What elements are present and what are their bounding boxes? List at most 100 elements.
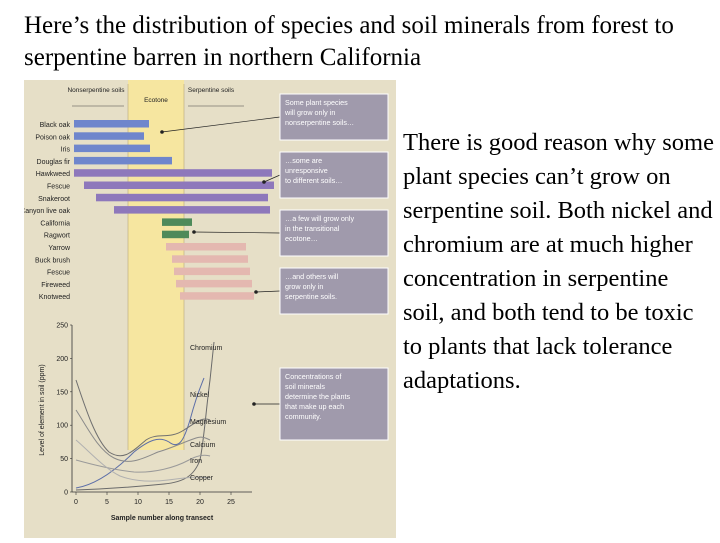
x-tick-label: 20 (196, 499, 204, 506)
callout-pointer-dot (192, 230, 196, 234)
zone-label-serpentine: Serpentine soils (188, 87, 235, 94)
species-bar (84, 181, 274, 189)
species-label: Hawkweed (36, 171, 70, 178)
mineral-label-calcium: Calcium (190, 442, 215, 449)
callout-text-line: ecotone… (285, 234, 318, 243)
callout-text: …a few will grow only in the transitional… (285, 214, 355, 243)
x-axis-label: Sample number along transect (111, 515, 214, 522)
callout-text-line: …some are (285, 156, 322, 165)
species-label: California (40, 220, 70, 227)
callout-box (279, 151, 389, 199)
y-tick-label: 150 (56, 389, 68, 396)
ecotone-band (128, 80, 184, 450)
species-label: Fescue (47, 270, 70, 277)
chromium-curve (75, 341, 215, 491)
species-bar (74, 169, 272, 177)
y-axis-label: Level of element in soil (ppm) (39, 364, 46, 455)
callout-box (279, 267, 389, 315)
species-bar (74, 144, 150, 153)
species-bars (74, 120, 274, 300)
callout-pointer (193, 231, 281, 234)
species-distribution-figure: Nonserpentine soils Ecotone Serpentine s… (20, 80, 396, 538)
species-bar (166, 243, 246, 251)
callout-text-line: community. (285, 412, 321, 421)
species-bar (74, 120, 149, 128)
callout-text: Concentrations of soil minerals determine … (285, 372, 351, 421)
x-tick-label: 5 (105, 499, 109, 506)
copper-curve (75, 439, 211, 482)
species-bar (74, 156, 172, 165)
callout-pointer-dot (252, 402, 256, 406)
species-bar (174, 267, 250, 276)
species-labels: Black oak Poison oak Iris Douglas fir Hawkwe… (20, 122, 71, 301)
nickel-curve (75, 377, 205, 489)
callout-pointer-dot (254, 290, 258, 294)
x-tick-label: 10 (134, 499, 142, 506)
species-bar (114, 206, 270, 214)
species-bar (172, 255, 248, 263)
species-label: Fescue (47, 184, 70, 191)
species-bar (162, 230, 189, 239)
callout-pointer (255, 290, 281, 293)
mineral-label-chromium: Chromium (190, 345, 222, 352)
x-tick-label: 0 (74, 499, 78, 506)
species-label: Buck brush (35, 257, 70, 264)
species-label: Black oak (40, 122, 71, 129)
callout-text-line: will grow only in (284, 108, 335, 117)
species-bar (180, 292, 254, 300)
zone-label-nonserpentine: Nonserpentine soils (67, 87, 125, 94)
y-tick-label: 200 (56, 356, 68, 363)
callout-text-line: to different soils… (285, 176, 342, 185)
species-label: Ragwort (44, 233, 70, 240)
species-label: Canyon live oak (24, 208, 70, 215)
callout-text-line: that make up each (285, 402, 344, 411)
species-label: Snakeroot (38, 196, 70, 203)
callout-box (279, 93, 389, 141)
species-label: Iris (61, 147, 71, 154)
callout-text-line: nonserpentine soils… (285, 118, 354, 127)
magnesium-curve (75, 379, 211, 457)
calcium-curve (75, 409, 211, 462)
y-tick-label: 100 (56, 423, 68, 430)
mineral-label-nickel: Nickel (190, 392, 210, 399)
callout-text-line: …a few will grow only (285, 214, 355, 223)
mineral-label-iron: Iron (190, 458, 202, 465)
figure-svg: Nonserpentine soils Ecotone Serpentine s… (20, 80, 396, 538)
zone-label-ecotone: Ecotone (144, 97, 168, 104)
callout-text-line: serpentine soils. (285, 292, 337, 301)
species-label: Douglas fir (37, 159, 71, 166)
callout-text-line: grow only in (285, 282, 323, 291)
x-tick-label: 25 (227, 499, 235, 506)
y-tick-label: 50 (60, 456, 68, 463)
callout-text-line: unresponsive (285, 166, 328, 175)
iron-curve (75, 454, 211, 473)
callout-text: …and others will grow only in serpentine s… (285, 272, 339, 301)
species-label: Poison oak (35, 134, 70, 141)
mineral-label-copper: Copper (190, 475, 214, 482)
x-tick-label: 15 (165, 499, 173, 506)
callout-pointer-dot (160, 130, 164, 134)
slide-title: Here’s the distribution of species and s… (24, 12, 674, 71)
callout-text-line: soil minerals (285, 382, 325, 391)
species-label: Knotweed (39, 294, 70, 301)
mineral-label-magnesium: Magnesium (190, 419, 226, 426)
species-label: Fireweed (41, 282, 70, 289)
callout-boxes: Some plant species will grow only in nonse… (160, 93, 389, 441)
callout-box (279, 367, 389, 441)
callout-text-line: Some plant species (285, 98, 348, 107)
species-bar (74, 132, 144, 140)
y-tick-label: 0 (64, 490, 68, 497)
mineral-chart: 250 200 150 100 50 0 0 5 10 15 20 25 Level of elem… (39, 323, 252, 522)
species-bar (176, 279, 252, 288)
callout-pointer (263, 174, 281, 183)
callout-pointer-dot (262, 180, 266, 184)
species-bar (96, 193, 268, 202)
callout-pointer (161, 116, 281, 133)
x-tick-labels: 0 5 10 15 20 25 (74, 492, 235, 506)
slide-body-text: There is good reason why some plant spec… (403, 129, 714, 394)
callout-text-line: …and others will (285, 272, 339, 281)
callout-text-line: Concentrations of (285, 372, 341, 381)
callout-text: Some plant species will grow only in nonse… (284, 98, 354, 127)
callout-text-line: in the transitional (285, 224, 340, 233)
callout-text: …some are unresponsive to different soils… (285, 156, 342, 185)
